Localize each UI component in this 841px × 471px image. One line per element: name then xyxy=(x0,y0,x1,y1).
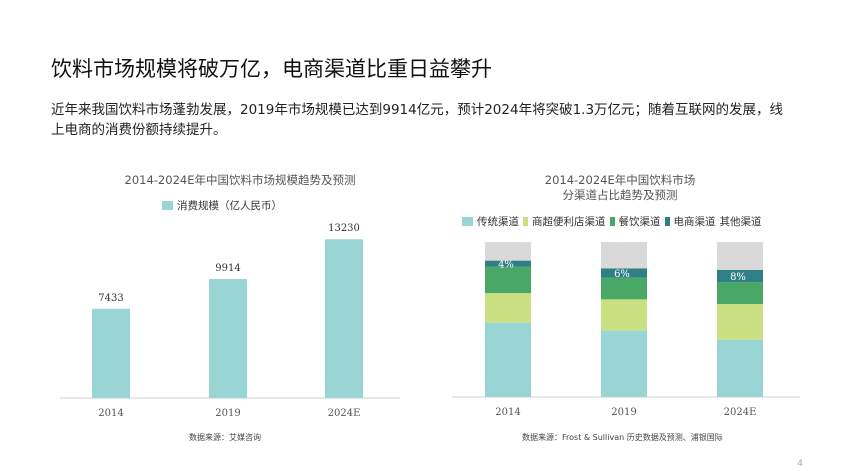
page-title: 饮料市场规模将破万亿，电商渠道比重日益攀升 xyxy=(51,57,492,81)
chart1-x-tick-label: 2019 xyxy=(215,408,240,419)
chart2-segment xyxy=(485,242,531,261)
chart1-x-tick-label: 2014 xyxy=(98,408,123,419)
chart2-x-tick-label: 2024E xyxy=(724,407,757,418)
chart2-legend-swatch-traditional xyxy=(462,217,473,226)
chart2-segment xyxy=(485,260,531,267)
chart2-legend-label-traditional: 传统渠道 xyxy=(477,216,519,228)
chart1-data-label: 13230 xyxy=(328,223,360,234)
chart2-title-line-1: 2014-2024E年中国饮料市场 xyxy=(544,173,696,187)
chart2-segment xyxy=(717,282,763,304)
chart2-source: 数据来源：Frost & Sullivan 历史数据及预测、浦银国际 xyxy=(522,433,723,442)
chart2-segment xyxy=(601,299,647,331)
chart1-x-tick-label: 2024E xyxy=(328,408,361,419)
chart1-legend: 消费规模（亿人民币） xyxy=(162,198,282,213)
chart2-segment xyxy=(485,266,531,294)
page-number: 4 xyxy=(797,459,803,469)
chart2-title-line-2: 分渠道占比趋势及预测 xyxy=(562,188,678,202)
chart2-legend-swatch-ecommerce xyxy=(664,217,670,226)
chart1-legend-swatch xyxy=(162,201,173,210)
chart2-segment xyxy=(485,322,531,397)
chart2-segment xyxy=(485,293,531,323)
chart2-legend: 传统渠道 商超便利店渠道 餐饮渠道 电商渠道 其他渠道 xyxy=(462,214,762,229)
chart2-legend-label-other: 其他渠道 xyxy=(719,216,762,228)
chart1-source: 数据来源：艾媒咨询 xyxy=(189,433,261,442)
chart1-legend-label: 消费规模（亿人民币） xyxy=(177,200,282,212)
chart1-bar xyxy=(325,239,363,398)
chart1-title: 2014-2024E年中国饮料市场规模趋势及预测 xyxy=(124,173,356,187)
chart2-segment xyxy=(601,242,647,269)
chart2-legend-swatch-catering xyxy=(609,217,615,226)
chart2-segment xyxy=(717,269,763,283)
chart2-legend-label-ecommerce: 电商渠道 xyxy=(673,216,716,228)
chart2-segment xyxy=(601,277,647,300)
chart1-bar xyxy=(92,308,130,398)
chart2-x-tick-label: 2019 xyxy=(611,407,636,418)
chart2-segment xyxy=(717,339,763,397)
chart2-segment xyxy=(601,268,647,278)
chart2-segment xyxy=(717,304,763,340)
chart2-legend-label-supermarket: 商超便利店渠道 xyxy=(532,216,606,228)
chart2-legend-label-catering: 餐饮渠道 xyxy=(618,216,661,228)
page-subtitle: 近年来我国饮料市场蓬勃发展，2019年市场规模已达到9914亿元，预计2024年… xyxy=(51,102,784,138)
chart1-data-label: 7433 xyxy=(98,293,123,304)
chart2-segment-label: 4% xyxy=(498,260,514,271)
chart1-data-label: 9914 xyxy=(215,263,240,274)
chart2-title: 2014-2024E年中国饮料市场 分渠道占比趋势及预测 xyxy=(480,173,760,203)
chart1-bar xyxy=(209,279,247,398)
chart2-legend-swatch-supermarket xyxy=(523,217,528,226)
chart2-segment-label: 6% xyxy=(614,269,630,280)
chart2-segment xyxy=(601,330,647,397)
chart2-segment-label: 8% xyxy=(730,272,746,283)
chart2-x-tick-label: 2014 xyxy=(495,407,520,418)
chart2-segment xyxy=(717,242,763,270)
